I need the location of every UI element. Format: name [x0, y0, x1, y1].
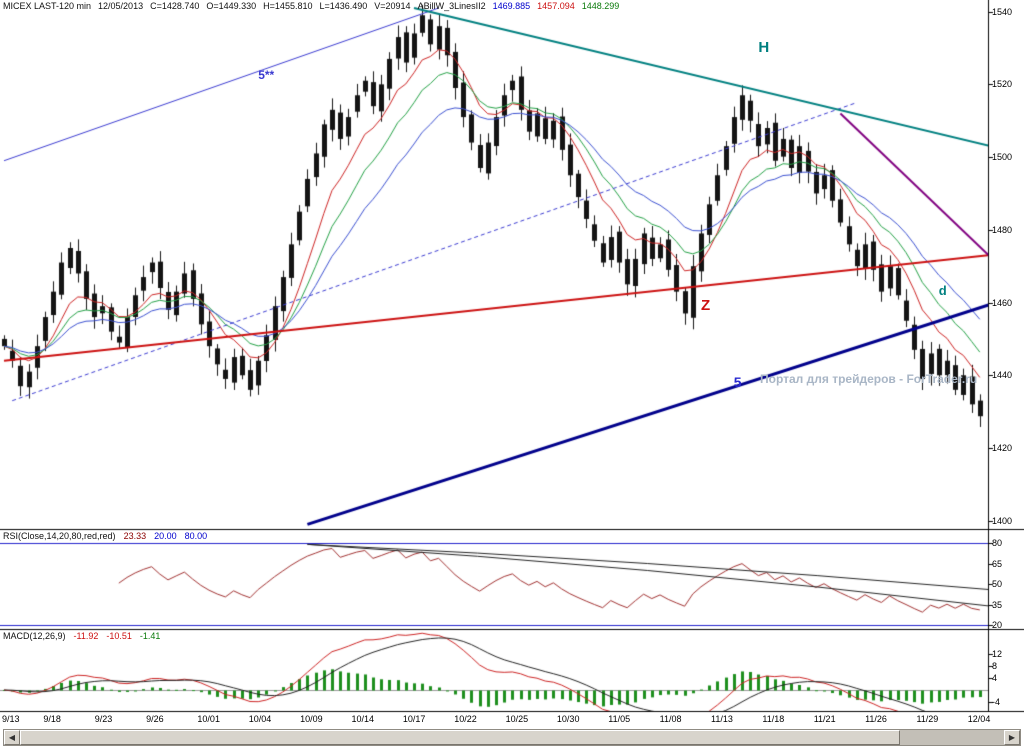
horizontal-scrollbar[interactable]: ◀ ▶: [3, 729, 1021, 746]
date-label: 11/29: [916, 714, 939, 724]
chart-header: MICEX LAST-120 min 12/05/2013 C=1428.740…: [3, 1, 619, 11]
high-value: H=1455.810: [263, 1, 313, 11]
session-date: 12/05/2013: [98, 1, 144, 11]
chart-annotation: H: [758, 39, 770, 56]
indicator-value-blue: 1469.885: [492, 1, 531, 11]
macd-axis-label: -4: [992, 697, 1001, 707]
date-label: 11/13: [711, 714, 733, 724]
scroll-right-button[interactable]: ▶: [1004, 730, 1020, 745]
rsi-axis-label: 80: [992, 538, 1003, 548]
price-axis-label: 1400: [992, 515, 1013, 526]
date-label: 10/30: [556, 714, 580, 724]
price-axis-label: 1500: [992, 152, 1013, 163]
date-label: 10/14: [351, 714, 375, 724]
indicator-name: ABillW_3LinesII2: [417, 1, 486, 11]
scrollbar-track[interactable]: [900, 730, 1004, 745]
date-label: 10/17: [402, 714, 426, 724]
date-label: 9/23: [94, 714, 113, 724]
macd-label: MACD(12,26,9): [3, 631, 66, 641]
macd-axis-label: 8: [992, 661, 998, 671]
rsi-value: 23.33: [123, 531, 147, 541]
close-value: C=1428.740: [150, 1, 200, 11]
date-label: 11/26: [865, 714, 887, 724]
rsi-axis-label: 35: [992, 599, 1003, 610]
site-watermark: Портал для трейдеров - ForTrader.ru: [760, 372, 978, 386]
open-value: O=1449.330: [206, 1, 257, 11]
date-label: 10/01: [197, 714, 220, 724]
price-axis-label: 1440: [992, 370, 1013, 381]
date-label: 10/25: [505, 714, 529, 724]
chart-annotation: 5: [733, 373, 742, 390]
chart-annotation: Z: [701, 297, 711, 315]
date-label: 10/04: [248, 714, 272, 724]
volume-value: V=20914: [374, 1, 411, 11]
rsi-lower-band-value: 20.00: [154, 531, 177, 541]
date-label: 11/08: [659, 714, 682, 724]
macd-hist-value: -1.41: [139, 631, 161, 641]
scroll-right-icon: ▶: [1008, 733, 1016, 742]
chart-annotation: d: [938, 282, 947, 298]
price-axis-label: 1460: [992, 297, 1013, 308]
macd-value: -11.92: [73, 631, 99, 641]
price-axis-label: 1540: [992, 6, 1013, 17]
rsi-upper-band-value: 80.00: [184, 531, 208, 541]
rsi-label: RSI(Close,14,20,80,red,red): [3, 531, 116, 541]
scrollbar-thumb[interactable]: [20, 730, 900, 745]
scroll-left-icon: ◀: [8, 733, 16, 742]
rsi-header: RSI(Close,14,20,80,red,red) 23.33 20.00 …: [3, 531, 207, 541]
indicator-value-red: 1457.094: [537, 1, 575, 11]
macd-header: MACD(12,26,9) -11.92 -10.51 -1.41: [3, 631, 160, 641]
rsi-axis-label: 20: [992, 620, 1003, 630]
rsi-axis-label: 50: [992, 579, 1003, 589]
date-label: 10/09: [300, 714, 323, 724]
price-axis-label: 1420: [992, 443, 1013, 453]
symbol-label: MICEX LAST-120 min: [3, 1, 92, 11]
date-label: 10/22: [454, 714, 477, 724]
scroll-left-button[interactable]: ◀: [4, 730, 20, 745]
indicator-value-green: 1448.299: [581, 1, 620, 11]
date-label: 11/18: [762, 714, 785, 724]
price-axis-label: 1480: [992, 224, 1013, 235]
macd-axis-label: 4: [992, 673, 998, 683]
date-label: 9/18: [43, 714, 61, 724]
date-label: 12/04: [967, 714, 991, 724]
date-label: 11/21: [813, 714, 836, 724]
macd-axis-label: 12: [992, 649, 1003, 659]
price-axis-label: 1520: [992, 79, 1013, 90]
date-label: 9/26: [146, 714, 164, 724]
date-label: 11/05: [608, 714, 631, 724]
chart-annotation: 5**: [258, 68, 275, 83]
date-label: 9/13: [2, 714, 20, 724]
macd-signal-value: -10.51: [106, 631, 132, 641]
low-value: L=1436.490: [319, 1, 368, 11]
rsi-axis-label: 65: [992, 558, 1003, 569]
